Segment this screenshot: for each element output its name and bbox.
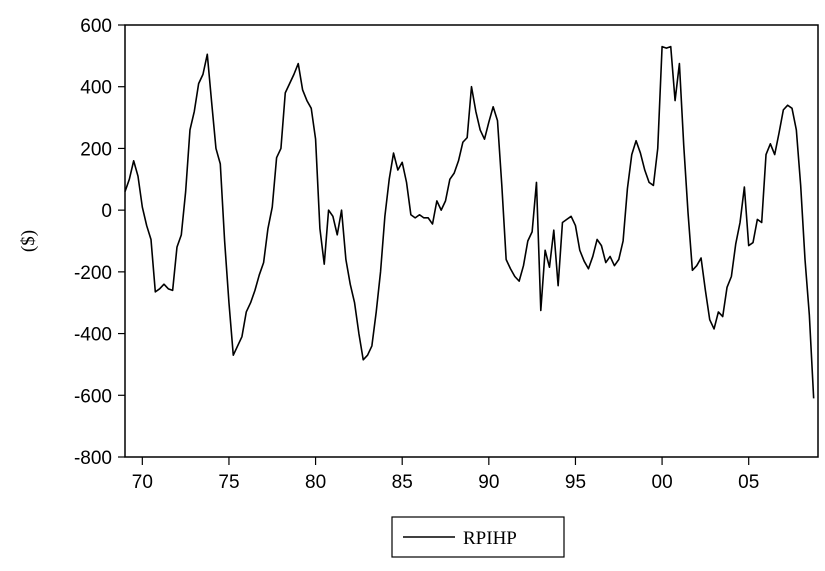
x-tick-label: 05	[738, 472, 759, 493]
legend-label: RPIHP	[463, 528, 517, 549]
plot-frame	[124, 24, 819, 458]
x-tick-label: 75	[218, 472, 239, 493]
y-axis: -800 -600 -400 -200 0 200 400 600	[74, 16, 125, 469]
series-line-rpihp	[124, 45, 815, 399]
x-tick-label: 70	[132, 472, 153, 493]
y-tick-label: -200	[74, 263, 112, 284]
y-tick-label: 400	[80, 78, 112, 99]
y-tick-label: 600	[80, 16, 112, 37]
x-tick-label: 00	[652, 472, 673, 493]
x-axis: 70 75 80 85 90 95 00 05	[132, 457, 759, 493]
y-tick-label: -600	[74, 386, 112, 407]
x-tick-label: 85	[392, 472, 413, 493]
y-tick-label: 0	[101, 201, 112, 222]
y-tick-label: -800	[74, 448, 112, 469]
series-layer	[124, 45, 815, 399]
y-tick-label: 200	[80, 139, 112, 160]
x-tick-label: 80	[305, 472, 326, 493]
x-tick-label: 95	[565, 472, 586, 493]
x-tick-label: 90	[478, 472, 499, 493]
y-tick-label: -400	[74, 325, 112, 346]
y-axis-title: ($)	[18, 230, 39, 252]
legend: RPIHP	[391, 516, 565, 558]
